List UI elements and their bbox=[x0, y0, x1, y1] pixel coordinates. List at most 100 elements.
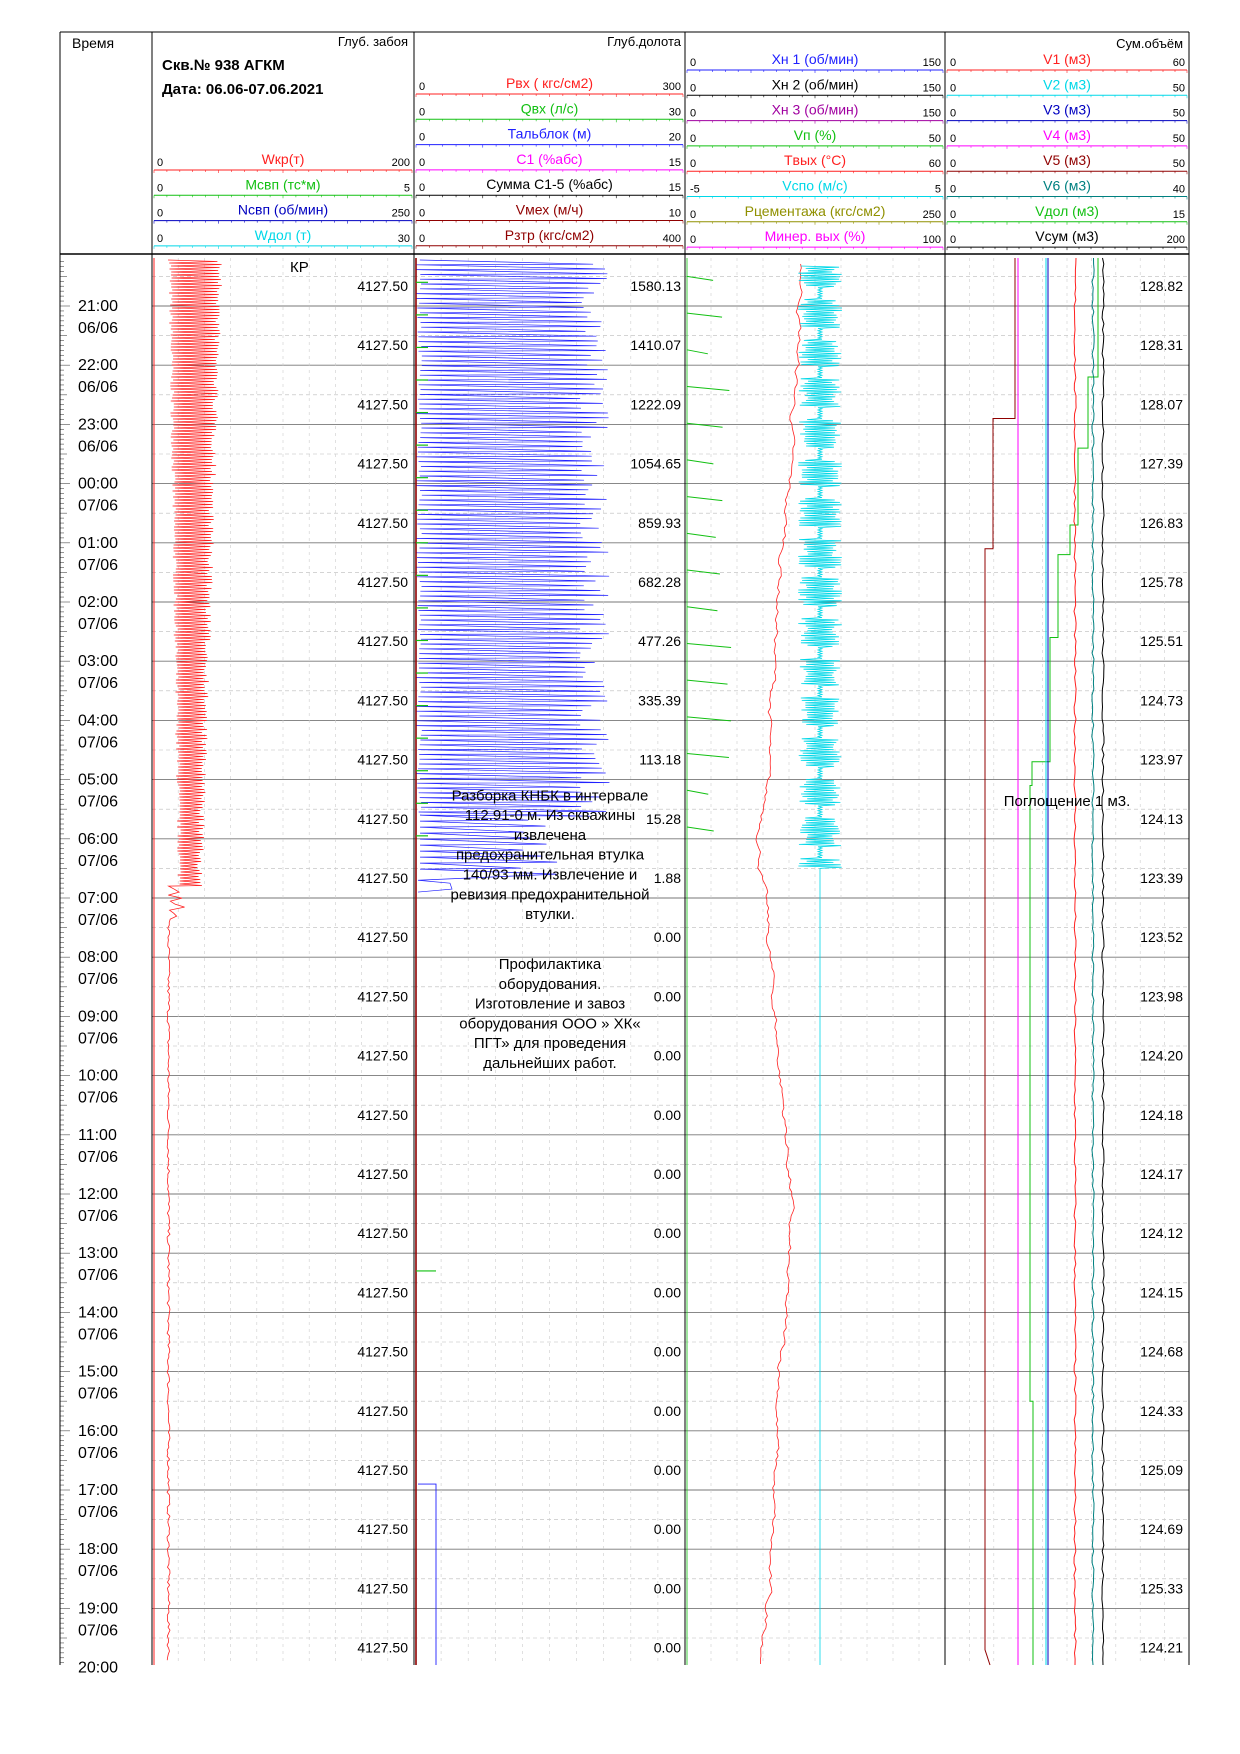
param-max: 100 bbox=[923, 234, 941, 246]
vp-spike bbox=[686, 312, 723, 318]
param-min: 0 bbox=[690, 234, 696, 246]
param-min: 0 bbox=[419, 208, 425, 220]
time-label-date: 07/06 bbox=[78, 1563, 118, 1580]
vp-spike bbox=[686, 606, 718, 612]
param-max: 50 bbox=[1173, 158, 1185, 170]
sum-volume-value: 123.39 bbox=[1140, 870, 1183, 886]
param-name: Vдол (м3) bbox=[1035, 203, 1099, 219]
comment-line: втулки. bbox=[525, 906, 575, 923]
bit-depth-value: 0.00 bbox=[654, 1048, 681, 1064]
param-max: 50 bbox=[1173, 133, 1185, 145]
vp-spike bbox=[686, 496, 723, 502]
time-label-hour: 22:00 bbox=[78, 357, 118, 374]
depth-value: 4127.50 bbox=[357, 870, 408, 886]
depth-value: 4127.50 bbox=[357, 752, 408, 768]
param-max: 250 bbox=[923, 209, 941, 221]
vdol-curve bbox=[1029, 258, 1099, 1665]
sum-volume-value: 123.98 bbox=[1140, 988, 1183, 1004]
param-name: C1 (%абс) bbox=[516, 151, 582, 167]
param-max: 150 bbox=[923, 108, 941, 120]
bit-depth-value: 859.93 bbox=[638, 515, 681, 531]
depth-value: 4127.50 bbox=[357, 515, 408, 531]
time-label-date: 07/06 bbox=[78, 1504, 118, 1521]
bit-depth-value: 113.18 bbox=[639, 752, 681, 768]
v5-curve bbox=[984, 258, 1016, 1666]
time-label-date: 06/06 bbox=[78, 320, 118, 337]
param-max: 60 bbox=[1173, 57, 1185, 69]
wkr-curve bbox=[166, 259, 222, 1661]
param-min: 0 bbox=[419, 233, 425, 245]
param-max: 50 bbox=[1173, 108, 1185, 120]
time-label-date: 07/06 bbox=[78, 675, 118, 692]
depth-value: 4127.50 bbox=[357, 1225, 408, 1241]
comment-line: оборудования. bbox=[499, 976, 602, 993]
param-min: 0 bbox=[157, 208, 163, 220]
bit-depth-value: 1580.13 bbox=[630, 278, 681, 294]
time-label-date: 07/06 bbox=[78, 734, 118, 751]
time-label-hour: 16:00 bbox=[78, 1423, 118, 1440]
time-column-title: Время bbox=[72, 35, 114, 51]
time-label-hour: 04:00 bbox=[78, 712, 118, 729]
depth-column-title: Глуб. забоя bbox=[338, 34, 408, 49]
vp-spike bbox=[686, 349, 708, 355]
operation-code: КР bbox=[290, 259, 309, 276]
depth-value: 4127.50 bbox=[357, 1166, 408, 1182]
vp-spike bbox=[686, 569, 720, 575]
param-name: V1 (м3) bbox=[1043, 51, 1091, 67]
param-min: 0 bbox=[950, 133, 956, 145]
bit-depth-value: 0.00 bbox=[654, 1166, 681, 1182]
param-min: 0 bbox=[419, 132, 425, 144]
v1-curve bbox=[1073, 257, 1077, 1666]
bit-depth-value: 0.00 bbox=[654, 1225, 681, 1241]
param-max: 400 bbox=[663, 233, 681, 245]
depth-value: 4127.50 bbox=[357, 1580, 408, 1596]
time-label-hour: 07:00 bbox=[78, 890, 118, 907]
time-label-date: 07/06 bbox=[78, 1386, 118, 1403]
chart-curves bbox=[153, 257, 1105, 1666]
depth-value: 4127.50 bbox=[357, 396, 408, 412]
bit-depth-value: 0.00 bbox=[654, 1403, 681, 1419]
param-name: Wкр(т) bbox=[262, 151, 305, 167]
param-min: 0 bbox=[157, 182, 163, 194]
depth-value: 4127.50 bbox=[357, 456, 408, 472]
vp-spike bbox=[686, 716, 731, 722]
time-label-hour: 15:00 bbox=[78, 1364, 118, 1381]
sum-volume-value: 124.15 bbox=[1140, 1284, 1183, 1300]
param-min: 0 bbox=[950, 234, 956, 246]
param-min: 0 bbox=[950, 158, 956, 170]
param-min: 0 bbox=[419, 157, 425, 169]
param-max: 150 bbox=[923, 57, 941, 69]
time-label-hour: 13:00 bbox=[78, 1245, 118, 1262]
depth-value: 4127.50 bbox=[357, 1640, 408, 1656]
depth-value: 4127.50 bbox=[357, 692, 408, 708]
vp-spike bbox=[686, 642, 732, 648]
time-label-hour: 19:00 bbox=[78, 1600, 118, 1617]
sum-volume-value: 124.18 bbox=[1140, 1107, 1183, 1123]
comment-line: Разборка КНБК в интервале bbox=[452, 787, 649, 804]
v6-curve bbox=[1091, 257, 1095, 1666]
time-label-hour: 18:00 bbox=[78, 1541, 118, 1558]
time-label-hour: 09:00 bbox=[78, 1008, 118, 1025]
param-max: 15 bbox=[669, 157, 681, 169]
param-name: V6 (м3) bbox=[1043, 178, 1091, 194]
param-max: 50 bbox=[1173, 82, 1185, 94]
vp-spike bbox=[686, 679, 728, 685]
bit-depth-value: 0.00 bbox=[654, 1344, 681, 1360]
sum-volume-value: 128.31 bbox=[1140, 337, 1183, 353]
bit-depth-value: 335.39 bbox=[638, 692, 681, 708]
param-name: Минер. вых (%) bbox=[765, 228, 866, 244]
tvyx-curve bbox=[755, 263, 803, 1665]
time-label-date: 07/06 bbox=[78, 912, 118, 929]
time-label-hour: 12:00 bbox=[78, 1186, 118, 1203]
time-label-hour: 23:00 bbox=[78, 416, 118, 433]
chart-labels: Время Глуб. забоя Глуб.долота Сум.объём Скв.… bbox=[72, 34, 1188, 1677]
comment-line: дальнейших работ. bbox=[483, 1055, 616, 1072]
param-max: 300 bbox=[663, 81, 681, 93]
param-name: Tвых (°C) bbox=[784, 152, 846, 168]
param-name: Vп (%) bbox=[794, 127, 837, 143]
param-max: 15 bbox=[1173, 209, 1185, 221]
time-label-hour: 03:00 bbox=[78, 653, 118, 670]
param-name: Xн 1 (об/мин) bbox=[772, 51, 859, 67]
vp-spike bbox=[686, 789, 709, 795]
depth-value: 4127.50 bbox=[357, 1403, 408, 1419]
